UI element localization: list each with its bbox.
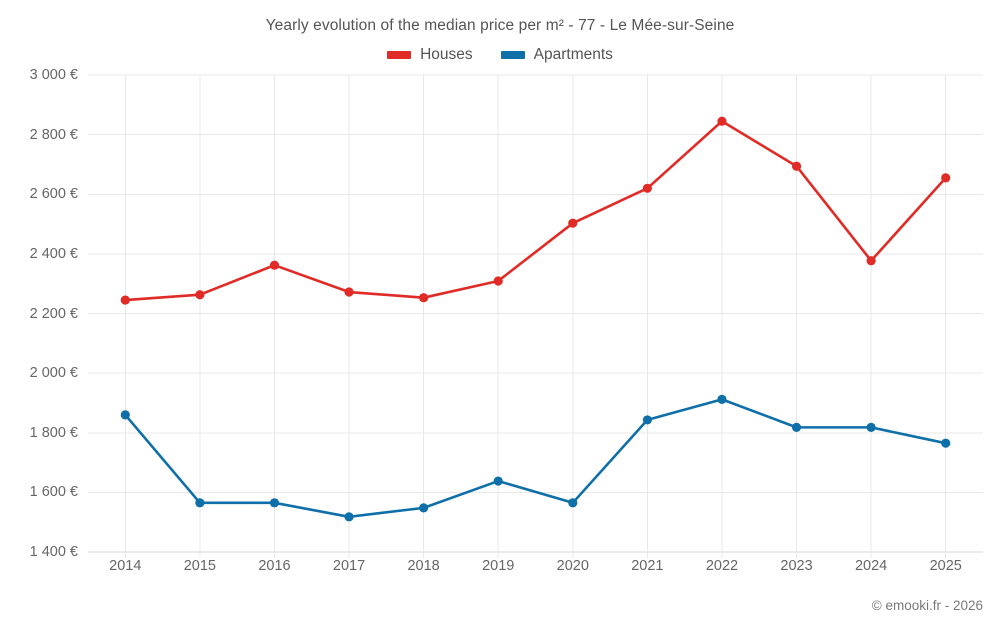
- data-point-apartments-2018[interactable]: [419, 503, 429, 513]
- data-point-houses-2022[interactable]: [717, 116, 727, 126]
- data-point-apartments-2014[interactable]: [120, 410, 130, 420]
- series-line-apartments: [123, 398, 948, 519]
- legend-item-apartments[interactable]: Apartments: [500, 46, 613, 64]
- grid-lines: [88, 74, 983, 558]
- data-point-houses-2020[interactable]: [568, 218, 578, 228]
- data-point-apartments-2017[interactable]: [344, 512, 354, 522]
- x-axis-tick-label: 2018: [407, 558, 440, 574]
- x-axis-tick-label: 2022: [705, 558, 739, 574]
- legend-item-label: Apartments: [533, 46, 613, 63]
- y-axis-tick-label: 1 800 €: [29, 424, 78, 441]
- x-axis-tick-label: 2021: [631, 558, 664, 574]
- data-point-apartments-2019[interactable]: [493, 476, 503, 486]
- y-axis-tick-label: 2 800 €: [29, 126, 78, 143]
- data-point-apartments-2024[interactable]: [866, 422, 876, 432]
- data-point-apartments-2025[interactable]: [941, 438, 951, 448]
- data-point-apartments-2022[interactable]: [717, 394, 727, 404]
- data-point-houses-2023[interactable]: [791, 161, 802, 171]
- data-point-apartments-2023[interactable]: [791, 422, 802, 432]
- data-point-apartments-2016[interactable]: [269, 498, 280, 508]
- data-point-houses-2017[interactable]: [344, 287, 354, 297]
- x-axis-tick-label: 2015: [183, 558, 217, 574]
- data-point-apartments-2020[interactable]: [568, 498, 578, 508]
- x-axis-tick-label: 2025: [929, 558, 962, 574]
- x-axis-tick-label: 2024: [854, 558, 888, 574]
- y-axis-tick-label: 2 200 €: [29, 305, 78, 322]
- data-point-houses-2021[interactable]: [642, 183, 652, 193]
- legend-swatch-icon: [500, 51, 525, 59]
- series-lines: [120, 116, 951, 522]
- x-axis-tick-label: 2016: [258, 558, 291, 574]
- x-axis-tick-label: 2023: [780, 558, 813, 574]
- chart-title: Yearly evolution of the median price per…: [265, 17, 735, 34]
- y-axis: 1 400 € 1 600 € 1 800 € 2 000 € 2 200 € 2 400…: [0, 67, 78, 560]
- plot-area: [88, 74, 983, 558]
- x-axis: 2014 2015 2016 2017 2018 2019 2020 2021 2022 2023…: [88, 558, 983, 582]
- data-point-houses-2019[interactable]: [493, 276, 503, 286]
- x-axis-tick-label: 2019: [482, 558, 515, 574]
- y-axis-tick-label: 3 000 €: [29, 67, 78, 83]
- legend-item-houses[interactable]: Houses: [387, 46, 473, 64]
- series-line-houses: [123, 119, 948, 302]
- data-point-houses-2016[interactable]: [269, 260, 280, 270]
- data-point-apartments-2015[interactable]: [195, 498, 205, 508]
- y-axis-tick-label: 2 600 €: [29, 186, 78, 203]
- data-point-houses-2014[interactable]: [120, 295, 130, 305]
- x-axis-tick-label: 2017: [332, 558, 366, 574]
- data-point-apartments-2021[interactable]: [642, 415, 652, 425]
- data-point-houses-2015[interactable]: [195, 290, 205, 300]
- legend-item-label: Houses: [420, 46, 473, 63]
- chart-legend: Houses Apartments: [0, 46, 1000, 64]
- x-axis-tick-label: 2020: [556, 558, 589, 574]
- x-axis-tick-label: 2014: [109, 558, 142, 574]
- y-axis-tick-label: 2 000 €: [29, 365, 78, 382]
- y-axis-tick-label: 1 400 €: [29, 544, 78, 560]
- legend-swatch-icon: [387, 51, 412, 59]
- data-point-houses-2018[interactable]: [419, 293, 429, 303]
- data-point-houses-2024[interactable]: [866, 256, 876, 266]
- y-axis-tick-label: 1 600 €: [29, 484, 78, 501]
- y-axis-tick-label: 2 400 €: [29, 245, 78, 262]
- data-point-houses-2025[interactable]: [941, 173, 951, 183]
- chart-credit: © emooki.fr - 2026: [871, 598, 983, 613]
